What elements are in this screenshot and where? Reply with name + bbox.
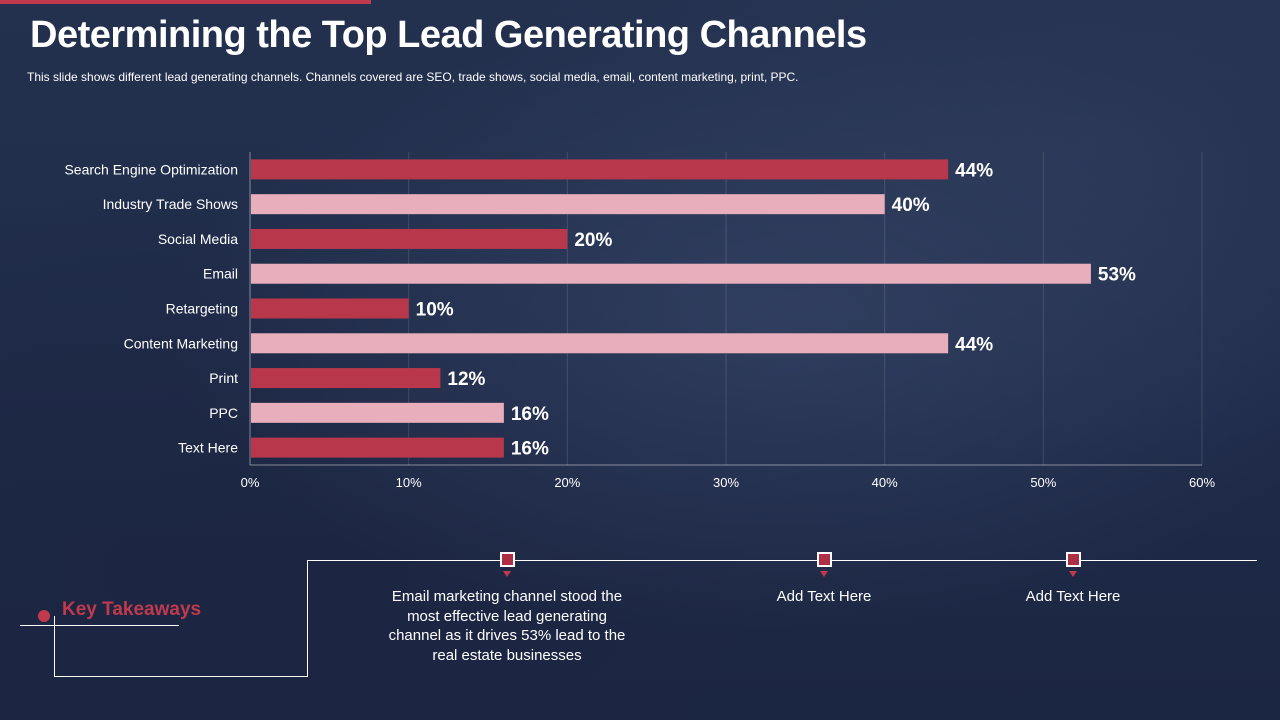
bar (251, 368, 441, 389)
connector-vertical-right (307, 560, 308, 677)
page-subtitle: This slide shows different lead generati… (27, 70, 799, 84)
bar (251, 228, 568, 249)
data-label: 40% (892, 195, 930, 216)
x-tick-label: 60% (1189, 475, 1215, 490)
bar (251, 159, 949, 180)
x-tick-label: 20% (554, 475, 580, 490)
takeaway-text-3: Add Text Here (1025, 588, 1121, 605)
data-label: 12% (447, 369, 485, 390)
category-label: Print (209, 370, 238, 386)
bar (251, 298, 409, 319)
timeline-marker-1-pointer (503, 571, 511, 577)
category-label: Content Marketing (124, 335, 238, 351)
bar (251, 402, 504, 423)
bar (251, 194, 885, 215)
category-label: Retargeting (166, 301, 238, 317)
category-label: PPC (209, 405, 238, 421)
timeline-marker-1 (500, 552, 515, 567)
data-label: 53% (1098, 265, 1136, 286)
x-tick-label: 40% (872, 475, 898, 490)
category-label: Social Media (158, 231, 238, 247)
category-label: Text Here (178, 440, 238, 456)
timeline-marker-3 (1066, 552, 1081, 567)
x-tick-label: 50% (1030, 475, 1056, 490)
key-takeaways-heading: Key Takeaways (62, 599, 202, 620)
timeline-marker-2 (817, 552, 832, 567)
x-tick-label: 30% (713, 475, 739, 490)
top-accent-bar (0, 0, 371, 4)
timeline-marker-2-pointer (820, 571, 828, 577)
takeaway-text-2: Add Text Here (776, 588, 872, 605)
timeline-line (307, 560, 1257, 561)
data-label: 16% (511, 404, 549, 425)
category-label: Industry Trade Shows (103, 196, 238, 212)
data-label: 16% (511, 439, 549, 460)
category-label: Search Engine Optimization (64, 161, 238, 177)
bar (251, 263, 1091, 284)
data-label: 44% (955, 334, 993, 355)
timeline-marker-3-pointer (1069, 571, 1077, 577)
bar (251, 437, 504, 458)
heading-underline (20, 625, 179, 626)
key-takeaways-dot (38, 610, 50, 622)
category-label: Email (203, 266, 238, 282)
bar (251, 333, 949, 354)
x-tick-label: 10% (396, 475, 422, 490)
connector-bottom (54, 676, 308, 677)
x-tick-label: 0% (241, 475, 260, 490)
takeaway-text-1: Email marketing channel stood the most e… (388, 588, 626, 664)
data-label: 10% (416, 300, 454, 321)
page-title: Determining the Top Lead Generating Chan… (30, 14, 867, 56)
connector-vertical-left (54, 616, 55, 677)
data-label: 44% (955, 160, 993, 181)
data-label: 20% (574, 230, 612, 251)
